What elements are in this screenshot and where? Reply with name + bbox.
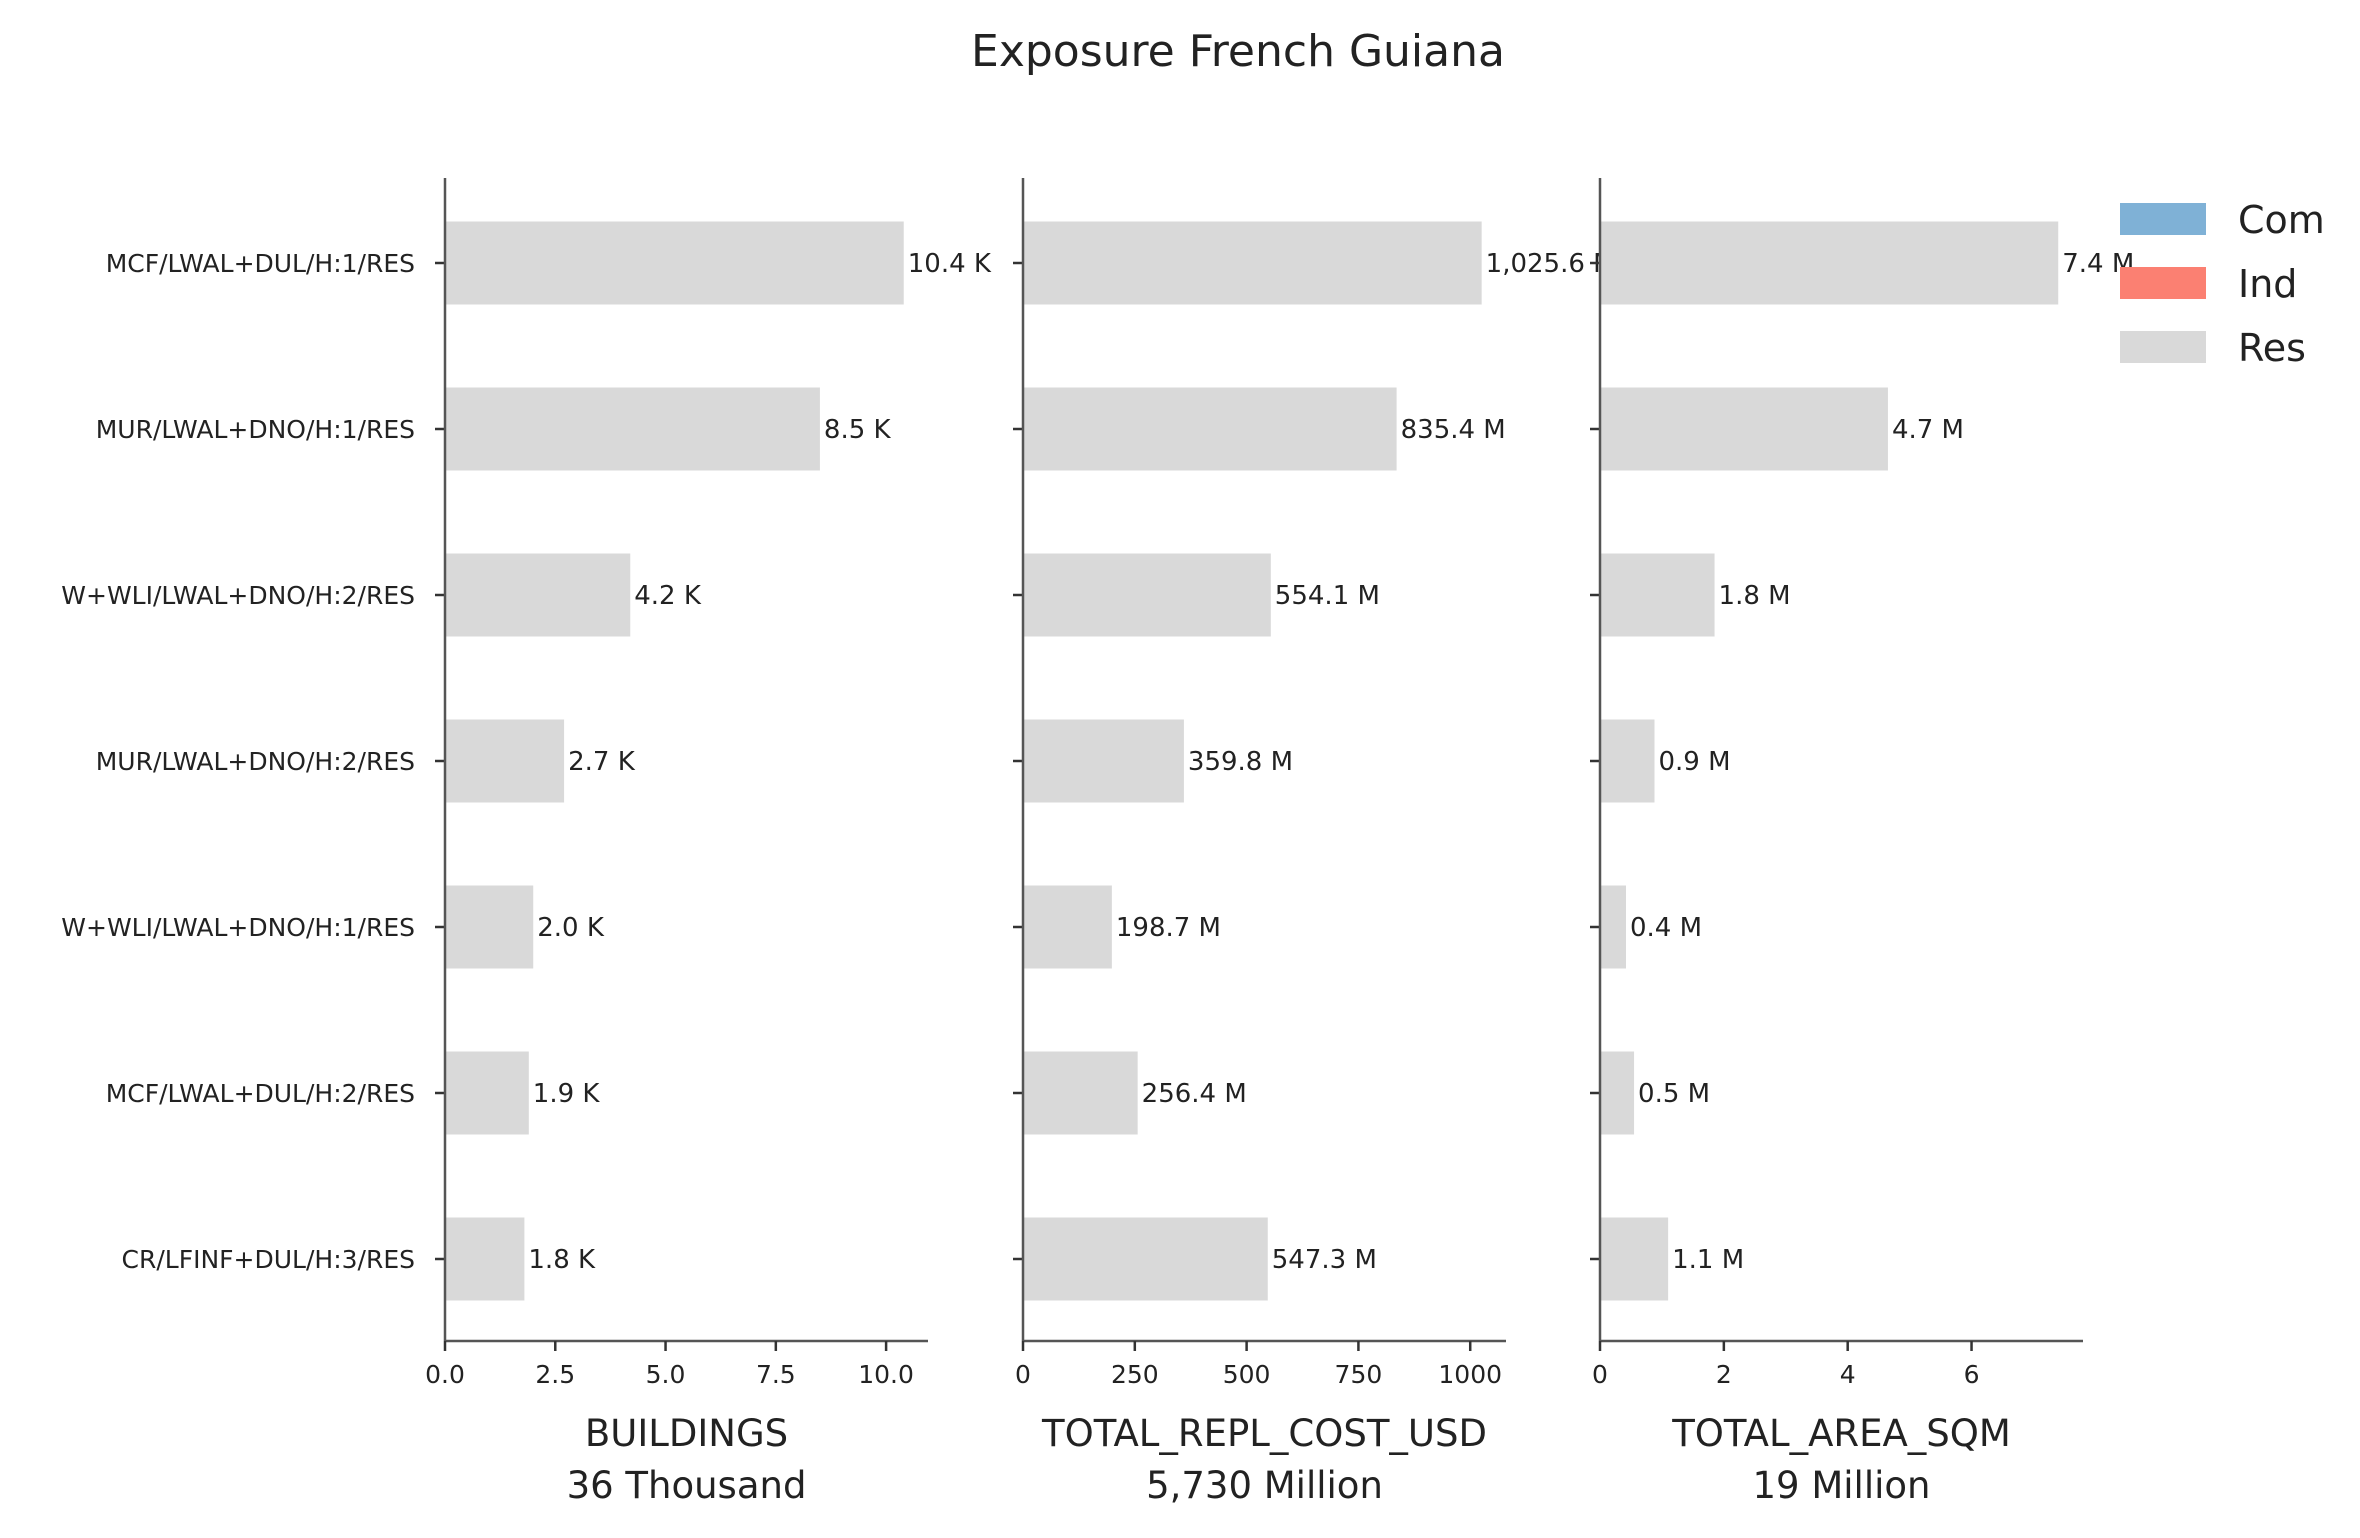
- legend-swatch-ind: [2120, 267, 2206, 299]
- data-label-3-4: 0.9 M: [1658, 747, 1730, 777]
- x-axis-total-1: 36 Thousand: [567, 1464, 807, 1507]
- bar-1-1: [445, 221, 904, 305]
- bar-2-6: [1023, 1051, 1138, 1135]
- data-label-3-6: 0.5 M: [1638, 1079, 1710, 1109]
- panel-3: 7.4 M4.7 M1.8 M0.9 M0.4 M0.5 M1.1 M0 2 4 6T…: [1590, 178, 2134, 1507]
- data-label-2-6: 256.4 M: [1142, 1079, 1247, 1109]
- legend: Com Ind Res: [2120, 198, 2325, 370]
- bar-2-1: [1023, 221, 1482, 305]
- bar-3-1: [1600, 221, 2059, 305]
- x-tick-label-2-4: 750: [1335, 1360, 1383, 1389]
- data-label-2-5: 198.7 M: [1116, 913, 1221, 943]
- x-tick-label-1-4: 7.5: [756, 1360, 796, 1389]
- bar-1-6: [445, 1051, 529, 1135]
- x-tick-label-2-1: 0: [1015, 1360, 1031, 1389]
- legend-label-res: Res: [2238, 326, 2306, 370]
- bar-2-7: [1023, 1217, 1268, 1301]
- category-label-6: MCF/LWAL+DUL/H:2/RES: [106, 1079, 415, 1108]
- x-axis-total-2: 5,730 Million: [1146, 1464, 1383, 1507]
- bar-3-4: [1600, 719, 1655, 803]
- bar-2-5: [1023, 885, 1112, 969]
- bar-1-4: [445, 719, 565, 803]
- x-tick-label-3-4: 6: [1964, 1360, 1980, 1389]
- x-tick-label-1-2: 2.5: [535, 1360, 575, 1389]
- bar-3-6: [1600, 1051, 1635, 1135]
- x-tick-label-2-2: 250: [1111, 1360, 1159, 1389]
- data-label-1-2: 8.5 K: [824, 415, 892, 445]
- panel-1: 10.4 K MCF/LWAL+DUL/H:1/RES 8.5 K MUR/LWAL+…: [61, 178, 992, 1507]
- category-label-1: MCF/LWAL+DUL/H:1/RES: [106, 249, 415, 278]
- bar-1-2: [445, 387, 820, 471]
- x-axis-label-2: TOTAL_REPL_COST_USD: [1041, 1412, 1487, 1455]
- legend-label-com: Com: [2238, 198, 2325, 242]
- x-tick-label-2-3: 500: [1223, 1360, 1271, 1389]
- data-label-3-5: 0.4 M: [1630, 913, 1702, 943]
- data-label-1-7: 1.8 K: [528, 1245, 596, 1275]
- x-tick-label-1-5: 10.0: [858, 1360, 914, 1389]
- legend-swatch-com: [2120, 203, 2206, 235]
- data-label-1-5: 2.0 K: [537, 913, 605, 943]
- data-label-3-2: 4.7 M: [1892, 415, 1964, 445]
- bar-1-5: [445, 885, 534, 969]
- bar-3-3: [1600, 553, 1715, 637]
- bar-2-2: [1023, 387, 1397, 471]
- category-label-7: CR/LFINF+DUL/H:3/RES: [122, 1245, 415, 1274]
- legend-label-ind: Ind: [2238, 262, 2297, 306]
- data-label-2-3: 554.1 M: [1275, 581, 1380, 611]
- chart-title: Exposure French Guiana: [971, 26, 1505, 77]
- data-label-1-1: 10.4 K: [908, 249, 992, 279]
- category-label-2: MUR/LWAL+DNO/H:1/RES: [96, 415, 415, 444]
- bar-3-7: [1600, 1217, 1669, 1301]
- x-tick-label-2-5: 1000: [1438, 1360, 1502, 1389]
- bar-2-3: [1023, 553, 1271, 637]
- x-tick-label-1-3: 5.0: [646, 1360, 686, 1389]
- bar-2-4: [1023, 719, 1184, 803]
- data-label-2-7: 547.3 M: [1272, 1245, 1377, 1275]
- bar-1-3: [445, 553, 631, 637]
- category-label-5: W+WLI/LWAL+DNO/H:1/RES: [61, 913, 415, 942]
- data-label-1-3: 4.2 K: [634, 581, 702, 611]
- x-tick-label-1-1: 0.0: [425, 1360, 465, 1389]
- bar-1-7: [445, 1217, 525, 1301]
- category-label-3: W+WLI/LWAL+DNO/H:2/RES: [61, 581, 415, 610]
- data-label-1-6: 1.9 K: [533, 1079, 601, 1109]
- x-tick-label-3-1: 0: [1592, 1360, 1608, 1389]
- x-tick-label-3-3: 4: [1840, 1360, 1856, 1389]
- data-label-1-4: 2.7 K: [568, 747, 636, 777]
- bar-3-2: [1600, 387, 1888, 471]
- data-label-3-3: 1.8 M: [1719, 581, 1791, 611]
- x-axis-label-1: BUILDINGS: [585, 1412, 788, 1455]
- data-label-3-7: 1.1 M: [1672, 1245, 1744, 1275]
- data-label-2-4: 359.8 M: [1188, 747, 1293, 777]
- data-label-2-2: 835.4 M: [1401, 415, 1506, 445]
- legend-swatch-res: [2120, 331, 2206, 363]
- category-label-4: MUR/LWAL+DNO/H:2/RES: [96, 747, 415, 776]
- x-tick-label-3-2: 2: [1716, 1360, 1732, 1389]
- x-axis-label-3: TOTAL_AREA_SQM: [1671, 1412, 2011, 1455]
- x-axis-total-3: 19 Million: [1753, 1464, 1931, 1507]
- chart-panels: 10.4 K MCF/LWAL+DUL/H:1/RES 8.5 K MUR/LWAL+…: [61, 178, 2134, 1507]
- bar-3-5: [1600, 885, 1627, 969]
